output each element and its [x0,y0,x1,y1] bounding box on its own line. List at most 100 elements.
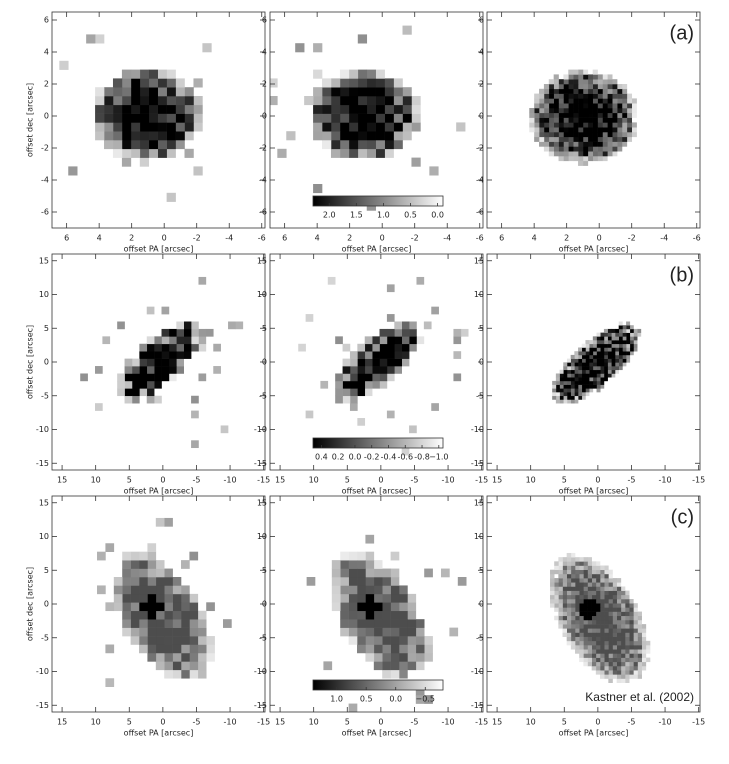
image-pixel [616,586,622,591]
image-pixel [382,577,391,586]
image-pixel [95,87,105,97]
image-pixel [139,122,150,132]
image-pixel [172,610,182,620]
image-pixel [563,122,569,128]
image-pixel [616,578,622,583]
image-pixel [553,79,559,85]
image-pixel [596,388,601,393]
image-pixel [575,586,580,591]
colorbar-tick-label: −0.5 [416,695,435,704]
image-pixel [197,627,207,637]
image-pixel [566,578,572,583]
image-pixel [591,599,597,604]
y-tick-label: 15 [39,256,49,265]
image-pixel [543,84,550,90]
image-pixel [641,653,647,658]
image-pixel [595,586,601,591]
colorbar-tick-label: 2.0 [323,211,336,220]
image-pixel [602,93,608,99]
x-tick-label: -6 [258,234,266,243]
image-pixel [130,568,140,578]
image-pixel [587,98,593,104]
image-pixel [637,615,642,621]
image-pixel [578,384,583,389]
image-pixel [629,325,634,330]
image-pixel [386,284,395,293]
image-pixel [583,586,588,591]
image-pixel [626,325,631,330]
image-pixel [550,569,555,575]
image-pixel [555,395,560,400]
image-pixel [147,577,157,586]
image-pixel [626,332,631,337]
image-pixel [327,276,336,285]
image-pixel [583,632,588,637]
y-tick-label: 4 [479,48,484,57]
colorbar [312,195,444,207]
image-pixel [117,321,125,330]
image-pixel [579,561,584,566]
image-pixel [112,122,123,132]
image-pixel [574,369,579,374]
image-pixel [600,347,605,352]
image-pixel [112,131,123,141]
image-pixel [340,602,349,612]
image-pixel [583,649,588,654]
image-pixel [364,343,373,352]
image-pixel [637,332,642,337]
x-tick-label: -2 [193,234,201,243]
image-pixel [555,380,560,385]
image-pixel [563,103,569,109]
image-pixel [105,678,115,687]
image-pixel [583,653,588,658]
image-pixel [597,103,603,109]
image-pixel [589,373,594,378]
image-pixel [191,410,199,419]
image-pixel [95,131,105,141]
image-pixel [553,98,559,104]
image-pixel [348,602,358,612]
image-pixel [553,117,559,123]
image-pixel [139,140,150,150]
image-pixel [620,670,626,675]
image-pixel [146,343,155,352]
image-pixel [626,328,631,333]
image-pixel [578,141,584,147]
image-pixel [595,565,601,571]
image-pixel [581,362,586,367]
image-pixel [616,624,622,629]
image-pixel [631,98,637,104]
image-pixel [357,585,366,595]
image-pixel [117,373,125,382]
image-pixel [583,573,588,579]
image-pixel [578,136,584,142]
image-pixel [382,669,391,679]
image-pixel [130,577,140,586]
image-pixel [600,599,605,604]
image-pixel [604,653,609,658]
image-pixel [147,593,157,603]
image-pixel [330,148,341,158]
image-pixel [578,88,584,94]
image-pixel [600,674,605,679]
image-pixel [582,84,589,90]
image-pixel [581,347,586,352]
image-pixel [339,87,350,97]
image-pixel [189,619,199,628]
image-pixel [95,34,105,44]
image-pixel [189,610,199,620]
image-pixel [633,628,638,633]
image-pixel [615,347,619,352]
image-pixel [558,93,564,99]
image-pixel [553,112,559,118]
image-pixel [157,104,167,114]
image-pixel [592,354,597,359]
image-pixel [453,328,462,337]
image-pixel [401,321,410,330]
image-pixel [550,582,555,587]
image-pixel [130,627,140,637]
y-tick-label: -4 [41,176,49,185]
image-pixel [124,388,133,397]
image-pixel [164,610,173,620]
image-pixel [629,632,634,637]
